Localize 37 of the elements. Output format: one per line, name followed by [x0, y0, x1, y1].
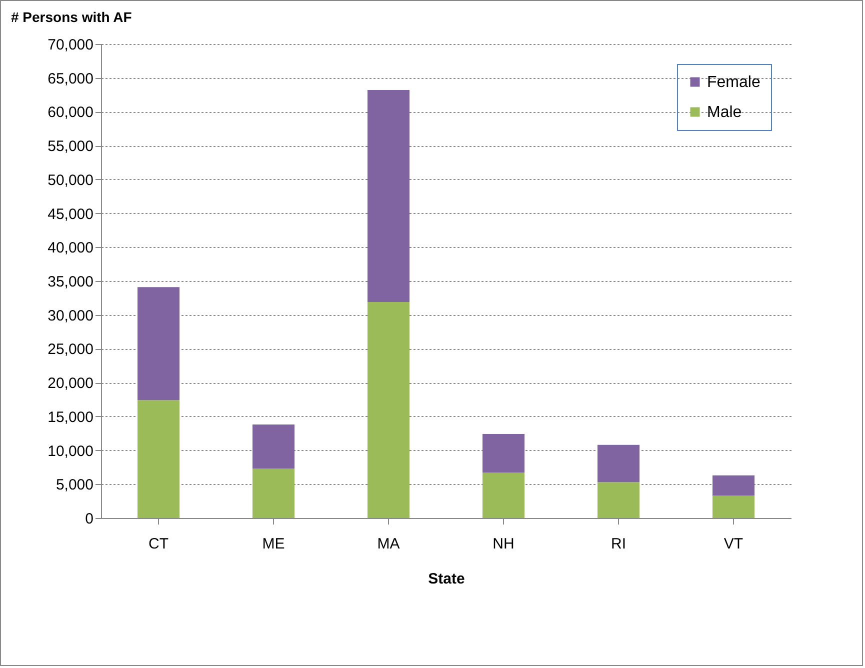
bar	[252, 468, 294, 518]
bar	[712, 475, 754, 496]
x-tick-label: VT	[724, 536, 744, 552]
bar	[712, 496, 754, 518]
bar	[368, 90, 410, 302]
bar	[138, 287, 180, 400]
x-tick-label: NH	[492, 536, 514, 552]
y-tick-label: 5,000	[56, 476, 94, 494]
x-tick-label: RI	[611, 536, 626, 552]
y-tick-label: 30,000	[48, 307, 94, 324]
x-axis-title: State	[428, 570, 465, 588]
y-tick-label: 35,000	[48, 274, 94, 290]
bar	[138, 400, 180, 518]
bar	[598, 482, 640, 518]
y-tick-label: 45,000	[48, 206, 94, 223]
bar	[482, 434, 524, 473]
y-tick-label: 65,000	[48, 70, 94, 88]
y-tick-label: 25,000	[48, 341, 94, 358]
y-tick-label: 20,000	[48, 375, 94, 392]
y-tick-label: 60,000	[48, 104, 94, 122]
y-tick-label: 70,000	[48, 36, 94, 54]
x-tick-label: ME	[262, 536, 285, 552]
y-tick-label: 15,000	[48, 408, 94, 426]
y-tick-label: 0	[85, 510, 94, 528]
y-tick-label: 50,000	[48, 172, 94, 189]
chart-title: # Persons with AF	[11, 9, 132, 25]
x-tick-label: CT	[148, 536, 168, 552]
y-tick-label: 40,000	[48, 240, 94, 257]
bar	[368, 302, 410, 518]
x-tick-label: MA	[377, 536, 400, 552]
y-tick-label: 55,000	[48, 138, 94, 156]
bar	[598, 444, 640, 482]
bar	[252, 424, 294, 469]
bar	[482, 472, 524, 518]
legend-label: Female	[707, 74, 760, 91]
legend-label: Male	[707, 104, 742, 121]
y-tick-label: 10,000	[48, 442, 94, 460]
